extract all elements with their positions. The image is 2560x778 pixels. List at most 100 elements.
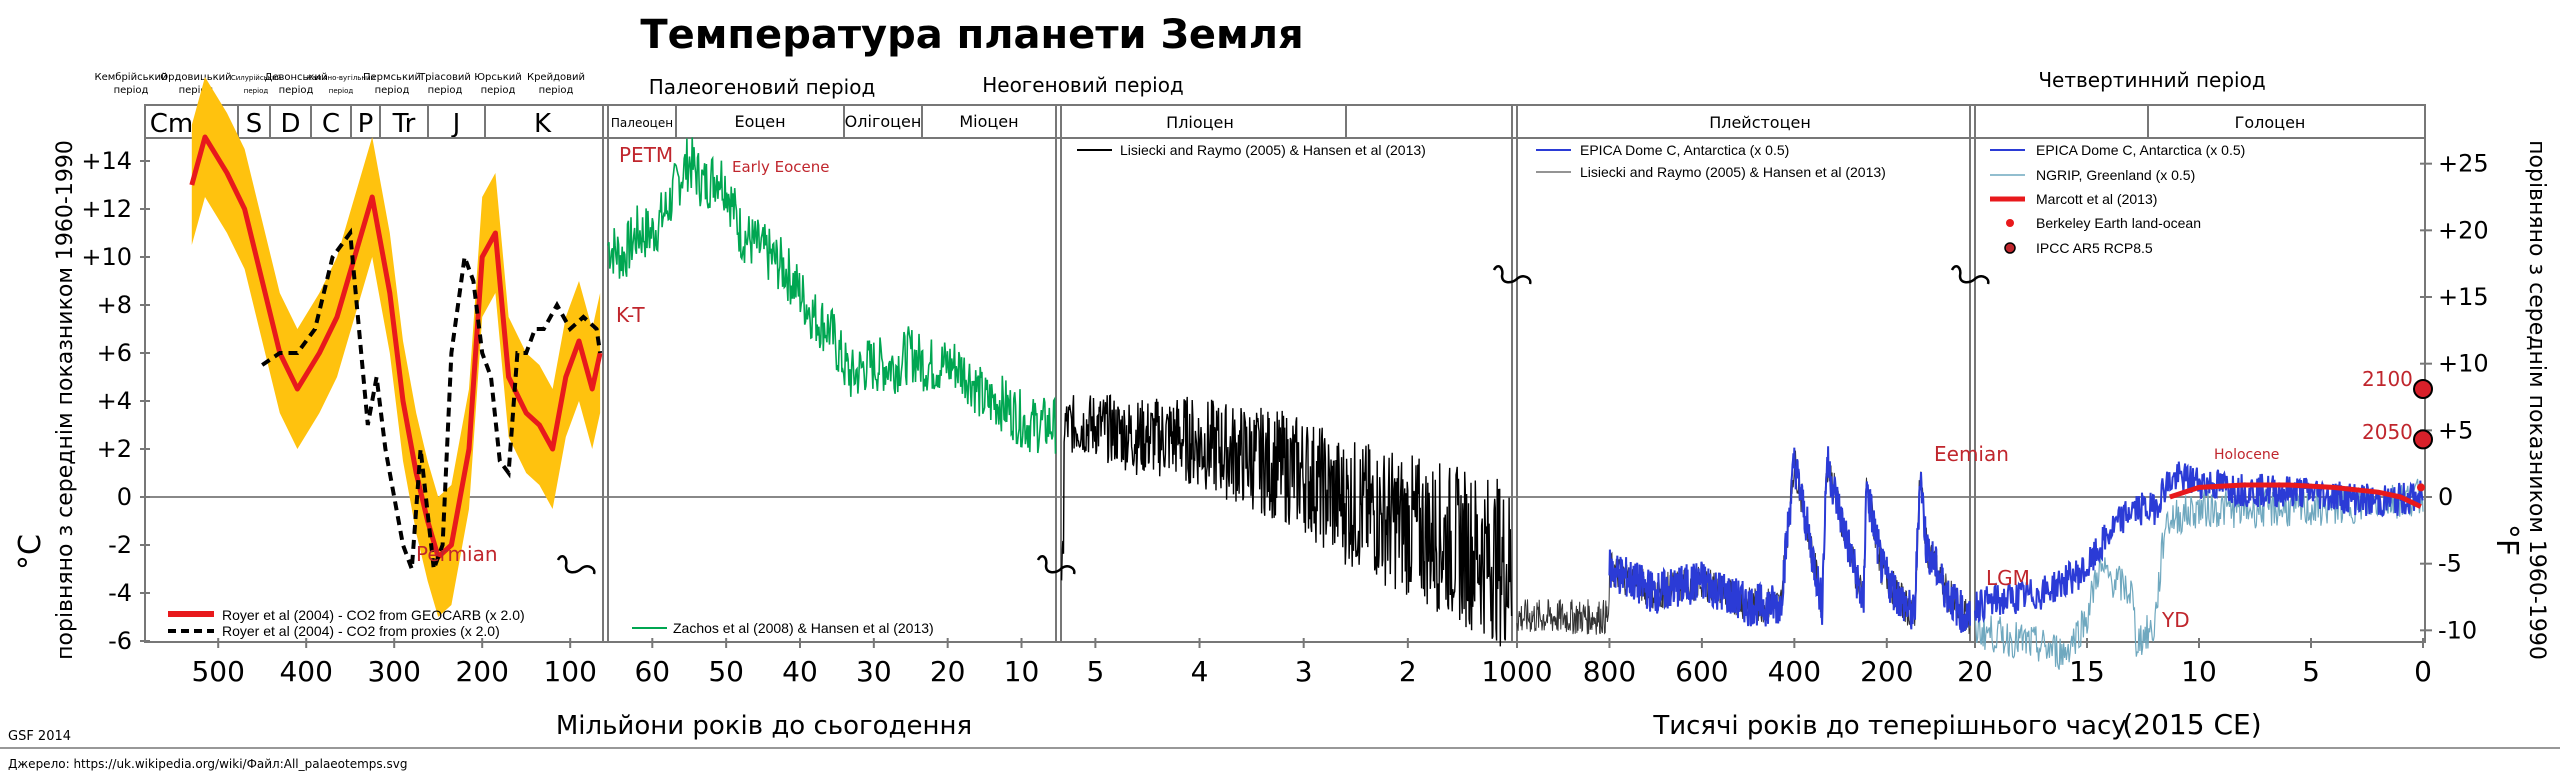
y-tick-label-f: 0 bbox=[2438, 483, 2453, 511]
period-small-label: Кембрійський bbox=[94, 71, 167, 83]
x-p3-tick-label: 4 bbox=[1191, 655, 1209, 688]
legend-ipcc: IPCC AR5 RCP8.5 bbox=[2036, 240, 2153, 256]
x-axis-label-right: Тисячі років до теперішнього часу bbox=[1652, 711, 2126, 741]
era-label: Міоцен bbox=[959, 112, 1018, 131]
phanerozoic-series bbox=[189, 134, 2422, 570]
y-tick-label-f: -5 bbox=[2438, 550, 2462, 578]
era-label-cm: Cm bbox=[150, 109, 193, 139]
x-p2-tick-label: 10 bbox=[1004, 655, 1040, 688]
legend-zachos: Zachos et al (2008) & Hansen et al (2013… bbox=[673, 620, 934, 636]
axis-break-marker bbox=[1492, 265, 1532, 285]
legend-royer-geocarb: Royer et al (2004) - CO2 from GEOCARB (x… bbox=[222, 607, 525, 623]
era-label-c: C bbox=[322, 109, 340, 139]
axis-break-markers bbox=[556, 265, 1990, 575]
annotation-2100: 2100 bbox=[2362, 367, 2413, 391]
marcott-line bbox=[2169, 482, 2422, 509]
y-tick-label-c: -2 bbox=[108, 531, 132, 559]
x-p4-tick-label: 200 bbox=[1860, 655, 1913, 688]
y-tick-label-c: +2 bbox=[97, 435, 132, 463]
period-small-label: період bbox=[375, 84, 410, 96]
annotation-early-eocene: Early Eocene bbox=[732, 158, 830, 176]
period-small-label: Кам'яно-вугільний bbox=[307, 74, 375, 82]
x-axis-label-present: (2015 CE) bbox=[2122, 708, 2261, 741]
y-tick-label-f: +5 bbox=[2438, 416, 2473, 444]
pliocene-series bbox=[1060, 394, 1513, 647]
epica-line-p4 bbox=[1608, 446, 1971, 633]
era-label-s: S bbox=[246, 109, 263, 139]
y-tick-label-c: -6 bbox=[108, 627, 132, 655]
royer-proxies-line bbox=[261, 227, 603, 570]
x-p1-tick-label: 400 bbox=[279, 655, 332, 688]
panel-separators bbox=[602, 105, 1976, 642]
x-p5-tick-label: 5 bbox=[2302, 655, 2320, 688]
period-label-paleogene: Палеогеновий період bbox=[649, 75, 876, 99]
x-p2-tick-label: 60 bbox=[634, 655, 670, 688]
y-axis-right: +25 +20 +15 +10 +5 0 -5 -10 bbox=[2420, 150, 2489, 644]
period-small-label: період bbox=[329, 87, 354, 95]
x-p1-tick-label: 100 bbox=[543, 655, 596, 688]
paleozoic-period-labels: КембрійськийперіодОрдовицькийперіодСилур… bbox=[94, 71, 585, 96]
y-tick-label-f: +10 bbox=[2438, 350, 2489, 378]
period-small-label: Тріасовий bbox=[418, 71, 471, 83]
chart-title: Температура планети Земля bbox=[640, 12, 1303, 58]
era-label-d: D bbox=[280, 109, 300, 139]
era-label-j: J bbox=[451, 109, 461, 139]
y-axis-label-right: порівняно з середнім показником 1960-199… bbox=[2524, 140, 2549, 660]
y-tick-label-f: -10 bbox=[2438, 616, 2477, 644]
era-label-pleistocene: Плейстоцен bbox=[1709, 113, 1811, 132]
source-text: Джерело: https://uk.wikipedia.org/wiki/Ф… bbox=[8, 757, 407, 771]
period-small-label: Крейдовий bbox=[527, 72, 585, 83]
x-p4-tick-label: 600 bbox=[1675, 655, 1728, 688]
legend-lisiecki-2: Lisiecki and Raymo (2005) & Hansen et al… bbox=[1580, 164, 1886, 180]
annotation-eemian: Eemian bbox=[1934, 442, 2009, 466]
projection-points bbox=[2413, 379, 2433, 492]
x-p4-tick-label: 800 bbox=[1583, 655, 1636, 688]
x-axis-label-left: Мільйони років до сьогодення bbox=[556, 711, 972, 741]
era-band: CmOSDCPTrJKПалеоценЕоценОлігоценМіоценПл… bbox=[144, 104, 2426, 139]
x-p2-tick-label: 30 bbox=[856, 655, 892, 688]
x-p5-tick-label: 20 bbox=[1957, 655, 1993, 688]
legend-epica-1: EPICA Dome C, Antarctica (x 0.5) bbox=[1580, 142, 1789, 158]
period-small-label: Ордовицький bbox=[160, 72, 231, 83]
annotations: PETM Early Eocene K-T Permian Eemian LGM… bbox=[416, 143, 2413, 632]
period-small-label: період bbox=[279, 84, 314, 96]
legend-royer-proxies: Royer et al (2004) - CO2 from proxies (x… bbox=[222, 623, 500, 639]
cenozoic-series bbox=[607, 137, 1057, 454]
period-small-label: період bbox=[539, 84, 574, 96]
y-tick-label-f: +25 bbox=[2438, 150, 2489, 178]
annotation-petm: PETM bbox=[619, 143, 673, 167]
annotation-yd: YD bbox=[2161, 608, 2190, 632]
x-p5-tick-label: 10 bbox=[2181, 655, 2217, 688]
y-tick-label-f: +20 bbox=[2438, 216, 2489, 244]
x-axis-ticks: 500 400 300 200 100 60 50 40 30 20 10 5 4 3 2 1000 800 60… bbox=[191, 638, 2432, 688]
legend-epica-2: EPICA Dome C, Antarctica (x 0.5) bbox=[2036, 142, 2245, 158]
y-axis-label-left: порівняно з середнім показником 1960-199… bbox=[53, 140, 78, 660]
period-small-label: період bbox=[114, 84, 149, 96]
x-p5-tick-label: 15 bbox=[2069, 655, 2105, 688]
era-label-pliocene: Пліоцен bbox=[1166, 113, 1234, 132]
era-label: Олігоцен bbox=[845, 112, 922, 131]
era-label-k: K bbox=[534, 109, 552, 139]
period-small-label: період bbox=[428, 84, 463, 96]
period-small-label: Силурійський bbox=[231, 74, 281, 82]
legend-lisiecki-1: Lisiecki and Raymo (2005) & Hansen et al… bbox=[1120, 142, 1426, 158]
x-p1-tick-label: 500 bbox=[191, 655, 244, 688]
era-label: Палеоцен bbox=[611, 116, 673, 130]
y-tick-label-c: +14 bbox=[81, 147, 132, 175]
legend-marcott: Marcott et al (2013) bbox=[2036, 191, 2157, 207]
royer-geocarb-line bbox=[189, 134, 603, 560]
y-tick-label-c: +12 bbox=[81, 195, 132, 223]
y-tick-label-f: +15 bbox=[2438, 283, 2489, 311]
annotation-permian: Permian bbox=[416, 542, 498, 566]
legend-panel-3: Lisiecki and Raymo (2005) & Hansen et al… bbox=[1077, 142, 1426, 158]
credit-text: GSF 2014 bbox=[8, 729, 71, 744]
period-label-neogene: Неогеновий період bbox=[982, 73, 1184, 97]
annotation-kt: K-T bbox=[616, 303, 645, 327]
period-small-label: Пермський bbox=[363, 72, 421, 83]
x-p1-tick-label: 200 bbox=[455, 655, 508, 688]
annotation-2050: 2050 bbox=[2362, 420, 2413, 444]
y-tick-label-c: -4 bbox=[108, 579, 132, 607]
annotation-holocene: Holocene bbox=[2214, 447, 2279, 463]
x-p4-tick-label: 1000 bbox=[1481, 655, 1552, 688]
era-label-tr: Tr bbox=[392, 109, 416, 139]
